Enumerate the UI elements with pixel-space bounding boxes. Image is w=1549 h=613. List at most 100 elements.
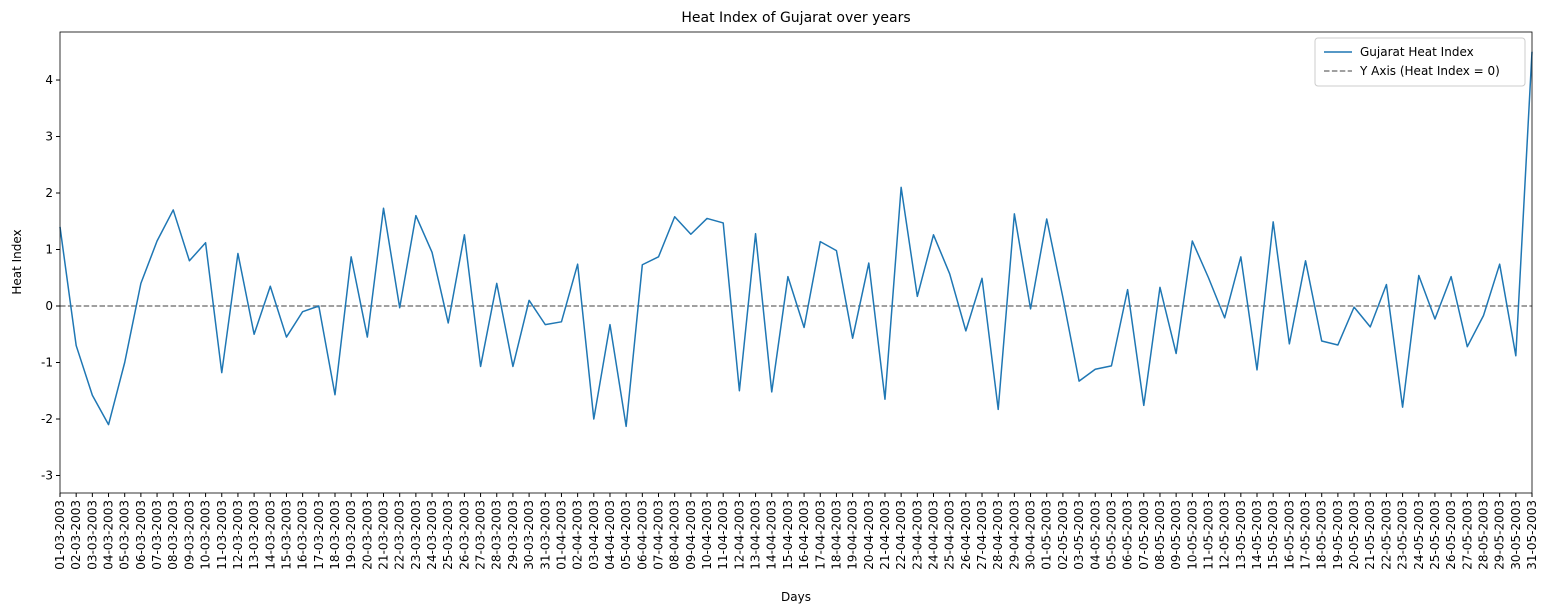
x-tick-label: 14-03-2003 xyxy=(263,500,277,570)
x-tick-label: 17-03-2003 xyxy=(312,500,326,570)
x-tick-label: 01-03-2003 xyxy=(53,500,67,570)
x-tick-label: 23-04-2003 xyxy=(910,500,924,570)
y-tick-label: -2 xyxy=(41,412,53,426)
legend-box xyxy=(1314,37,1526,87)
y-tick-label: 2 xyxy=(45,186,53,200)
x-tick-label: 04-03-2003 xyxy=(102,500,116,570)
y-tick-label: -3 xyxy=(41,468,53,482)
x-tick-label: 10-03-2003 xyxy=(199,500,213,570)
x-tick-label: 22-03-2003 xyxy=(393,500,407,570)
x-tick-label: 25-04-2003 xyxy=(943,500,957,570)
x-tick-label: 27-03-2003 xyxy=(474,500,488,570)
legend-label: Y Axis (Heat Index = 0) xyxy=(1359,64,1500,78)
x-tick-label: 20-05-2003 xyxy=(1347,500,1361,570)
x-tick-label: 07-05-2003 xyxy=(1137,500,1151,570)
x-tick-label: 12-03-2003 xyxy=(231,500,245,570)
x-tick-label: 05-04-2003 xyxy=(619,500,633,570)
y-tick-label: 4 xyxy=(45,73,53,87)
x-tick-label: 15-04-2003 xyxy=(781,500,795,570)
x-tick-label: 16-03-2003 xyxy=(296,500,310,570)
chart-title: Heat Index of Gujarat over years xyxy=(681,10,910,26)
x-tick-label: 19-04-2003 xyxy=(846,500,860,570)
x-tick-label: 17-05-2003 xyxy=(1299,500,1313,570)
x-tick-label: 03-04-2003 xyxy=(587,500,601,570)
y-tick-label: 0 xyxy=(45,299,53,313)
x-tick-label: 03-05-2003 xyxy=(1072,500,1086,570)
x-tick-label: 07-04-2003 xyxy=(652,500,666,570)
x-tick-label: 19-05-2003 xyxy=(1331,500,1345,570)
x-tick-label: 11-03-2003 xyxy=(215,500,229,570)
x-tick-label: 23-05-2003 xyxy=(1396,500,1410,570)
x-tick-label: 01-04-2003 xyxy=(554,500,568,570)
x-tick-label: 30-05-2003 xyxy=(1509,500,1523,570)
x-tick-label: 30-03-2003 xyxy=(522,500,536,570)
x-tick-label: 18-03-2003 xyxy=(328,500,342,570)
x-tick-label: 09-03-2003 xyxy=(182,500,196,570)
x-tick-label: 13-05-2003 xyxy=(1234,500,1248,570)
x-tick-label: 08-05-2003 xyxy=(1153,500,1167,570)
x-tick-label: 06-05-2003 xyxy=(1121,500,1135,570)
x-tick-label: 24-05-2003 xyxy=(1412,500,1426,570)
x-tick-label: 16-04-2003 xyxy=(797,500,811,570)
x-tick-label: 30-04-2003 xyxy=(1024,500,1038,570)
x-tick-label: 09-04-2003 xyxy=(684,500,698,570)
x-tick-label: 24-03-2003 xyxy=(425,500,439,570)
x-tick-label: 03-03-2003 xyxy=(85,500,99,570)
x-tick-label: 08-04-2003 xyxy=(668,500,682,570)
x-tick-label: 25-05-2003 xyxy=(1428,500,1442,570)
x-tick-label: 05-05-2003 xyxy=(1104,500,1118,570)
x-tick-label: 29-04-2003 xyxy=(1007,500,1021,570)
legend-label: Gujarat Heat Index xyxy=(1360,45,1474,59)
y-tick-label: 3 xyxy=(45,130,53,144)
data-line xyxy=(59,51,1533,428)
x-tick-label: 14-04-2003 xyxy=(765,500,779,570)
x-tick-label: 22-04-2003 xyxy=(894,500,908,570)
x-tick-label: 25-03-2003 xyxy=(441,500,455,570)
x-tick-label: 17-04-2003 xyxy=(813,500,827,570)
x-tick-label: 14-05-2003 xyxy=(1250,500,1264,570)
x-tick-label: 22-05-2003 xyxy=(1379,500,1393,570)
x-tick-label: 12-05-2003 xyxy=(1218,500,1232,570)
y-tick-label: -1 xyxy=(41,355,53,369)
x-tick-label: 13-03-2003 xyxy=(247,500,261,570)
x-tick-label: 20-03-2003 xyxy=(360,500,374,570)
x-tick-label: 04-05-2003 xyxy=(1088,500,1102,570)
x-tick-label: 19-03-2003 xyxy=(344,500,358,570)
x-tick-label: 11-04-2003 xyxy=(716,500,730,570)
x-tick-label: 06-04-2003 xyxy=(635,500,649,570)
x-tick-label: 09-05-2003 xyxy=(1169,500,1183,570)
x-tick-label: 18-04-2003 xyxy=(829,500,843,570)
x-tick-label: 11-05-2003 xyxy=(1201,500,1215,570)
x-tick-label: 12-04-2003 xyxy=(732,500,746,570)
x-tick-label: 04-04-2003 xyxy=(603,500,617,570)
x-tick-label: 28-03-2003 xyxy=(490,500,504,570)
x-tick-label: 10-05-2003 xyxy=(1185,500,1199,570)
x-tick-label: 18-05-2003 xyxy=(1315,500,1329,570)
x-tick-label: 08-03-2003 xyxy=(166,500,180,570)
x-tick-label: 02-05-2003 xyxy=(1056,500,1070,570)
x-tick-label: 31-05-2003 xyxy=(1525,500,1539,570)
x-tick-label: 29-03-2003 xyxy=(506,500,520,570)
x-tick-label: 26-03-2003 xyxy=(457,500,471,570)
x-axis-title: Days xyxy=(781,590,811,604)
x-tick-label: 02-03-2003 xyxy=(69,500,83,570)
x-tick-label: 16-05-2003 xyxy=(1282,500,1296,570)
x-tick-label: 07-03-2003 xyxy=(150,500,164,570)
x-tick-label: 23-03-2003 xyxy=(409,500,423,570)
x-tick-label: 15-05-2003 xyxy=(1266,500,1280,570)
x-tick-label: 15-03-2003 xyxy=(279,500,293,570)
x-tick-label: 24-04-2003 xyxy=(926,500,940,570)
x-tick-label: 21-05-2003 xyxy=(1363,500,1377,570)
x-tick-label: 29-05-2003 xyxy=(1493,500,1507,570)
x-tick-label: 01-05-2003 xyxy=(1040,500,1054,570)
x-tick-label: 20-04-2003 xyxy=(862,500,876,570)
y-tick-label: 1 xyxy=(45,243,53,257)
x-tick-label: 27-04-2003 xyxy=(975,500,989,570)
x-tick-label: 26-04-2003 xyxy=(959,500,973,570)
x-tick-label: 21-04-2003 xyxy=(878,500,892,570)
plot-frame xyxy=(59,31,1533,494)
x-tick-label: 13-04-2003 xyxy=(749,500,763,570)
x-tick-label: 06-03-2003 xyxy=(134,500,148,570)
